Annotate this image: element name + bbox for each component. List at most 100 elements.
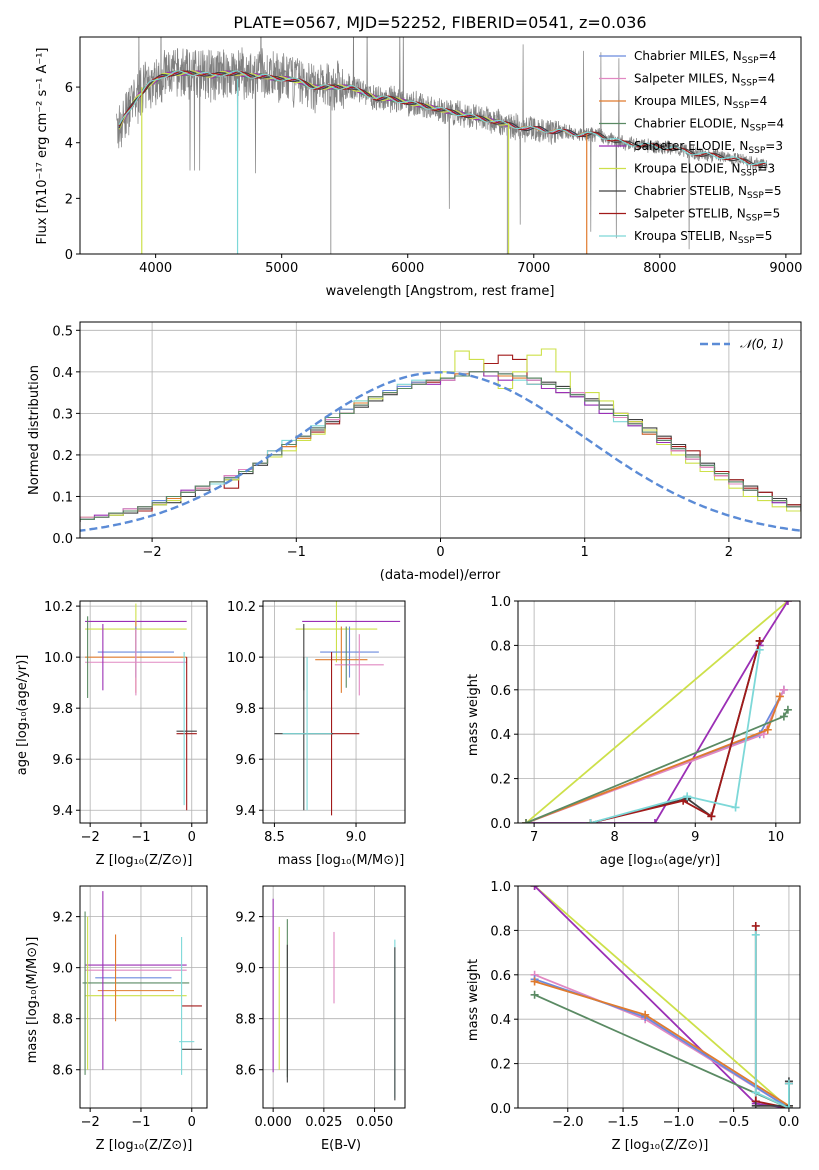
weight-vs-age-marker-7-2 [707,812,716,821]
spectrum-title: PLATE=0567, MJD=52252, FIBERID=0541, z=0… [233,13,646,32]
residuals-ylabel: Normed distribution [27,365,42,495]
weight-vs-z-series-8 [754,934,790,1108]
legend-label-suffix-3: =4 [766,117,784,131]
weight-vs-age-axes: 7 8 9 10 0.0 0.2 0.4 0.6 0.8 1.0 [490,595,801,845]
residuals-legend-label: 𝒩(0, 1) [740,337,784,351]
age-vs-mass-frame [262,600,406,824]
weight-vs-age-ytick-label-5: 1.0 [490,595,511,610]
mass-vs-ebv-xtick-label-2: 0.050 [356,1115,393,1130]
legend-label-5: Kroupa ELODIE, NSSP=3 [634,162,775,179]
weight-vs-age-plot-area [522,601,792,823]
weight-vs-z-ytick-label-5: 1.0 [490,880,511,895]
residuals-frame [79,321,802,539]
spectrum-data-line [116,37,768,250]
residuals-legend: 𝒩(0, 1) [700,337,784,351]
weight-vs-age-marker-3-2 [779,685,788,694]
spectrum-xtick-label-2: 6000 [391,261,424,276]
weight-vs-age-series-7 [590,640,761,823]
legend-label-suffix-5: =3 [757,162,775,176]
residuals-xtick-label-1: −1 [287,545,306,560]
legend-label-0: Chabrier MILES, NSSP=4 [634,49,776,66]
mass-vs-ebv-ytick-label-3: 9.2 [235,911,256,926]
legend-label-1: Salpeter MILES, NSSP=4 [634,72,775,89]
weight-vs-z-marker-4-0 [530,977,539,986]
weight-vs-age-ytick-label-3: 0.6 [490,684,511,699]
spectrum-ytick-label-2: 4 [65,137,73,152]
mass-vs-ebv-xtick-label-0: 0.000 [255,1115,292,1130]
weight-vs-age-marker-8-2 [731,803,740,812]
legend-label-suffix-6: =5 [764,184,782,198]
legend-label-suffix-7: =5 [763,207,781,221]
weight-vs-age-xtick-label-3: 10 [768,830,785,845]
residuals-ytick-label-4: 0.4 [52,366,73,381]
mass-vs-ebv-ytick-label-2: 9.0 [235,962,256,977]
residuals-ytick-label-3: 0.3 [52,407,73,422]
mass-vs-z-ylabel: mass [log₁₀(M/M⊙)] [25,937,40,1064]
legend-label-suffix-2: =4 [750,94,768,108]
weight-vs-z-marker-5-0 [530,990,539,999]
spectrum-xlabel: wavelength [Angstrom, rest frame] [326,284,555,299]
mass-vs-z-ytick-label-1: 8.8 [52,1013,73,1028]
weight-vs-z-ytick-label-1: 0.2 [490,1058,511,1073]
mass-vs-z-xtick-label-0: −2 [81,1115,100,1130]
weight-vs-age-marker-8-3 [755,645,764,654]
mass-vs-z-frame [79,885,208,1109]
legend-label-suffix-4: =3 [765,139,783,153]
age-vs-mass-ytick-label-3: 10.0 [227,651,256,666]
mass-vs-ebv-xtick-label-1: 0.025 [305,1115,342,1130]
spectrum-ytick-label-3: 6 [65,81,73,96]
legend-label-sub-3: SSP [750,124,767,134]
spectrum-plot-area [116,37,768,254]
mass-vs-z-xtick-label-2: 0 [188,1115,196,1130]
mass-vs-ebv-axes: 0.000 0.025 0.050 8.6 8.8 9.0 9.2 [235,885,406,1130]
residuals-ytick-label-5: 0.5 [52,324,73,339]
age-vs-z-ytick-label-2: 9.8 [52,702,73,717]
weight-vs-age-xlabel: age [log₁₀(age/yr)] [600,853,721,868]
histogram-series-8 [80,371,801,522]
mass-vs-ebv-ytick-label-1: 8.8 [235,1013,256,1028]
spectrum-ytick-label-0: 0 [65,248,73,263]
legend-label-6: Chabrier STELIB, NSSP=5 [634,184,782,201]
weight-vs-z-ytick-label-3: 0.6 [490,969,511,984]
mass-vs-z-plot-area [82,891,202,1075]
weight-vs-z-ytick-label-4: 0.8 [490,924,511,939]
mass-vs-z-axes: −2 −1 0 8.6 8.8 9.0 9.2 [52,885,208,1130]
mass-vs-ebv-frame [262,885,406,1109]
weight-vs-z-marker-8-3 [784,1079,793,1088]
residuals-ytick-label-0: 0.0 [52,532,73,547]
weight-vs-z-series-5 [534,993,790,1108]
legend-label-sub-2: SSP [733,101,750,111]
age-vs-z-xlabel: Z [log₁₀(Z/Z⊙)] [96,853,193,868]
spectrum-ytick-label-1: 2 [65,192,73,207]
histogram-series-1 [80,354,801,522]
spectrum-ylabel: Flux [fλ10⁻¹⁷ erg cm⁻² s⁻¹ A⁻¹] [35,48,50,245]
age-vs-z-ytick-label-4: 10.2 [44,600,73,615]
spectrum-model-line-8 [118,70,768,166]
spectrum-xtick-label-1: 5000 [265,261,298,276]
weight-vs-z-marker-8-0 [751,930,760,939]
weight-vs-z-ylabel: mass weight [466,959,481,1041]
mass-vs-ebv-xlabel: E(B-V) [321,1138,361,1153]
weight-vs-z-marker-4-1 [641,1010,650,1019]
age-vs-mass-ytick-label-1: 9.6 [235,753,256,768]
weight-vs-z-xtick-label-2: −1.0 [663,1115,695,1130]
weight-vs-age-marker-5-1 [779,712,788,721]
weight-vs-age-marker-5-0 [522,819,531,823]
age-vs-mass-plot-area [274,601,401,816]
weight-vs-age-ytick-label-2: 0.4 [490,728,511,743]
weight-vs-age-series-8 [590,649,761,823]
age-vs-z-xtick-label-2: 0 [188,830,196,845]
mass-vs-ebv-ytick-label-0: 8.6 [235,1064,256,1079]
legend-label-7: Salpeter STELIB, NSSP=5 [634,207,780,224]
mass-vs-z-xtick-label-1: −1 [131,1115,150,1130]
weight-vs-age-marker-1-1 [650,819,659,823]
weight-vs-age-marker-4-1 [763,725,772,734]
legend-label-sub-7: SSP [746,214,763,224]
residuals-xtick-label-0: −2 [143,545,162,560]
spectrum-axes: 4000 5000 6000 7000 8000 9000 0 2 4 6 Chabrier MIL… [65,36,802,276]
legend-label-sub-5: SSP [741,169,758,179]
weight-vs-z-marker-7-0 [751,1101,760,1108]
weight-vs-age-marker-4-2 [775,692,784,701]
age-vs-mass-axes: 8.5 9.0 9.4 9.6 9.8 10.0 10.2 [227,600,406,845]
residuals-plot-area [80,348,801,532]
